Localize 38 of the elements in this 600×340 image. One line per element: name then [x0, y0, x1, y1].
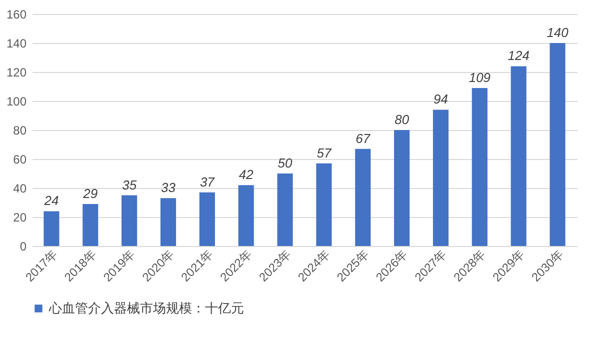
y-tick-label: 120: [6, 66, 27, 80]
bar: [238, 185, 254, 246]
data-label: 67: [356, 130, 371, 146]
bar: [432, 110, 449, 246]
legend-label: 心血管介入器械市场规模：十亿元: [48, 300, 244, 316]
data-label: 124: [508, 48, 530, 64]
data-label: 140: [546, 25, 570, 40]
data-label: 37: [200, 174, 216, 190]
bar: [199, 192, 215, 246]
bar: [160, 198, 176, 246]
data-label: 35: [122, 177, 138, 192]
data-label: 33: [161, 180, 176, 196]
bar: [277, 174, 293, 246]
data-label: 80: [394, 112, 410, 127]
bar: [355, 148, 371, 246]
y-tick-label: 60: [13, 152, 27, 166]
data-label: 109: [468, 70, 491, 85]
bar: [550, 43, 566, 246]
bar: [394, 130, 410, 246]
bar: [82, 204, 98, 246]
y-tick-label: 0: [20, 240, 27, 254]
bar: [510, 66, 526, 246]
data-label: 50: [278, 156, 294, 170]
data-label: 94: [434, 92, 448, 107]
y-tick-label: 140: [6, 36, 27, 50]
y-tick-label: 100: [6, 94, 27, 108]
data-label: 57: [316, 145, 332, 160]
data-label: 24: [43, 193, 59, 208]
y-tick-label: 80: [13, 124, 27, 138]
data-label: 42: [238, 167, 254, 182]
y-tick-label: 160: [6, 8, 27, 22]
y-tick-label: 40: [13, 182, 27, 196]
bar: [44, 211, 60, 246]
bar: [472, 88, 488, 246]
bar: [316, 163, 332, 246]
y-tick-label: 20: [13, 210, 27, 224]
data-label: 29: [82, 186, 98, 201]
bar: [122, 195, 138, 246]
